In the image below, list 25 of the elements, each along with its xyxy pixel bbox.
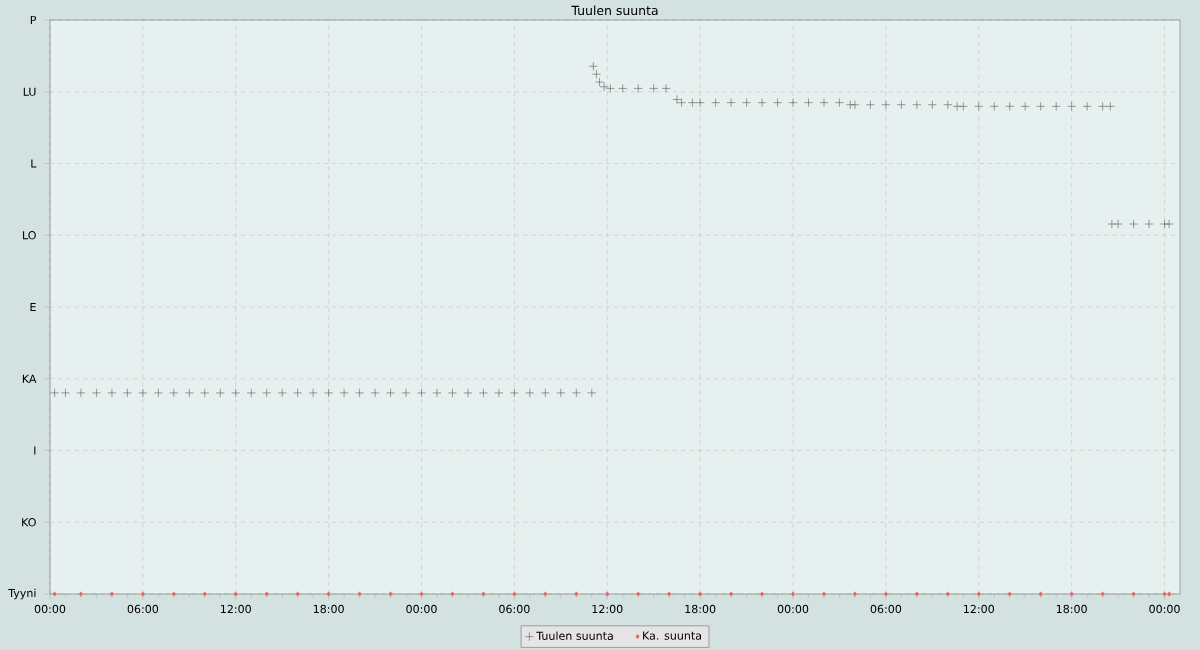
x-tick-label: 00:00 [406,604,437,614]
x-tick-label: 00:00 [777,604,809,614]
x-tick-label: 06:00 [870,604,902,614]
x-tick-label: 00:00 [1149,604,1180,614]
category-label: LU [23,87,36,96]
x-tick-label: 12:00 [964,604,994,614]
category-label: Tyyni [8,588,36,600]
category-label: KA [22,374,37,383]
x-tick-label: 06:00 [499,604,530,614]
category-label: LO [23,231,36,240]
category-label: L [31,159,37,168]
x-tick-label: 12:00 [592,604,623,614]
category-label: I [34,446,36,455]
legend-label: Ka. suunta [643,631,701,640]
x-tick-label: 12:00 [221,604,251,614]
category-label: E [30,302,36,312]
legend-label: Tuulen suunta [536,631,613,640]
x-tick-label: 18:00 [313,604,344,614]
chart-title: Tuulen suunta [571,5,658,16]
category-label: KO [22,518,36,527]
x-tick-label: 00:00 [34,604,66,614]
x-tick-label: 06:00 [127,604,159,614]
x-tick-label: 18:00 [685,604,716,614]
category-label: P [30,15,37,25]
x-tick-label: 18:00 [1056,604,1087,614]
